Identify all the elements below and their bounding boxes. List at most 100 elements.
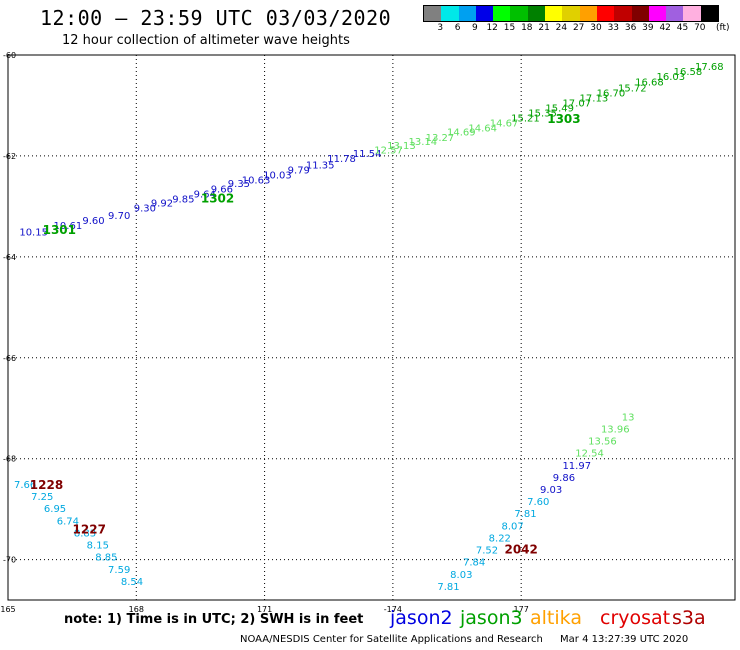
satellite-jason2: jason2 — [390, 607, 453, 629]
legend-swatch — [683, 6, 701, 21]
wave-height-value: 6.74 — [57, 516, 79, 527]
legend-swatch — [475, 6, 494, 21]
wave-height-value: 15.35 — [528, 109, 557, 120]
longitude-label: 165 — [0, 605, 15, 614]
legend-swatch — [614, 6, 632, 21]
wave-height-value: 13 — [622, 412, 635, 423]
wave-height-value: 7.66 — [14, 480, 36, 491]
wave-height-value: 9.92 — [151, 198, 173, 209]
wave-height-value: 16.68 — [635, 77, 664, 88]
legend-unit: (ft) — [716, 23, 730, 33]
pass-time-label: 1302 — [201, 191, 234, 205]
color-scale-labels: 3 6 9 12 15 18 21 24 27 30 33 36 39 42 45 70 — [423, 23, 733, 35]
wave-height-value: 8.85 — [95, 553, 117, 564]
latitude-label: -64 — [3, 253, 16, 262]
wave-height-value: 9.70 — [108, 211, 130, 222]
wave-height-value: 13.13 — [387, 141, 416, 152]
wave-height-value: 17.68 — [695, 62, 724, 73]
wave-height-value: 14.69 — [447, 128, 476, 139]
timestamp: Mar 4 13:27:39 UTC 2020 — [560, 634, 689, 645]
wave-height-value: 7.84 — [463, 558, 485, 569]
legend-label: 9 — [472, 23, 478, 33]
legend-swatch — [579, 6, 597, 21]
wave-height-value: 11.78 — [327, 154, 356, 165]
latitude-label: -62 — [3, 152, 16, 161]
legend-swatch — [527, 6, 546, 21]
pass-time-label: 1303 — [547, 112, 580, 126]
wave-height-value: 10.63 — [242, 176, 271, 187]
wave-height-value: 17.13 — [580, 93, 609, 104]
legend-swatch — [666, 6, 684, 21]
latitude-label: -66 — [3, 354, 16, 363]
legend-label: 18 — [521, 23, 533, 33]
wave-height-value: 17.07 — [562, 98, 591, 109]
legend-swatch — [458, 6, 476, 21]
pass-time-label: 1227 — [73, 522, 106, 536]
legend-label: 21 — [538, 23, 550, 33]
latitude-label: -70 — [3, 556, 16, 565]
wave-height-value: 13.96 — [601, 424, 630, 435]
legend-label: 33 — [607, 23, 620, 33]
legend-label: 30 — [590, 23, 602, 33]
wave-height-value: 15.21 — [511, 114, 540, 125]
wave-height-value: 11.35 — [306, 161, 335, 172]
wave-height-value: 16.70 — [597, 88, 626, 99]
wave-height-value: 9.30 — [134, 203, 156, 214]
wave-height-value: 9.79 — [288, 166, 310, 177]
wave-height-value: 13.14 — [408, 137, 437, 148]
wave-height-value: 9.86 — [553, 473, 575, 484]
wave-height-value: 16.03 — [657, 72, 686, 83]
wave-height-value: 9.35 — [228, 179, 250, 190]
wave-height-value: 8.07 — [501, 521, 523, 532]
wave-height-value: 15.49 — [545, 104, 574, 115]
latitude-label: -60 — [3, 51, 16, 60]
wave-height-value: 11.97 — [562, 461, 591, 472]
legend-swatch — [596, 6, 615, 21]
satellite-s3a: s3a — [672, 607, 706, 629]
legend-label: 24 — [555, 23, 568, 33]
wave-height-value: 13.56 — [588, 437, 617, 448]
wave-height-value: 7.60 — [527, 497, 549, 508]
wave-height-value: 7.59 — [108, 565, 130, 576]
map-frame — [7, 54, 736, 601]
longitude-label: 177 — [514, 605, 529, 614]
satellite-jason3: jason3 — [460, 607, 523, 629]
credit-text: NOAA/NESDIS Center for Satellite Applica… — [240, 634, 543, 645]
wave-height-value: 7.52 — [476, 546, 498, 557]
legend-swatch — [648, 6, 667, 21]
wave-height-value: 8.03 — [450, 570, 472, 581]
legend-label: 27 — [572, 23, 585, 33]
wave-height-value: 7.25 — [31, 492, 53, 503]
wave-height-value: 8.83 — [74, 528, 96, 539]
legend-swatch — [631, 6, 649, 21]
wave-height-value: 13.27 — [426, 133, 455, 144]
color-scale-legend — [423, 5, 720, 22]
wave-height-value: 9.03 — [540, 485, 562, 496]
wave-height-value: 14.64 — [468, 124, 497, 135]
wave-height-value: 7.81 — [437, 582, 459, 593]
legend-label: 12 — [486, 23, 498, 33]
legend-swatch — [441, 6, 459, 21]
page-subtitle: 12 hour collection of altimeter wave hei… — [62, 33, 350, 48]
wave-height-value: 16.58 — [674, 67, 703, 78]
wave-height-value: 14.67 — [490, 119, 519, 130]
wave-height-value: 12.54 — [575, 449, 604, 460]
wave-height-value: 15.72 — [618, 83, 647, 94]
wave-height-value: 6.95 — [44, 504, 66, 515]
wave-height-value: 7.81 — [514, 509, 536, 520]
legend-swatch — [424, 6, 442, 21]
pass-time-label: 2042 — [504, 543, 537, 557]
legend-swatch — [510, 6, 528, 21]
legend-label: 3 — [437, 23, 444, 33]
wave-height-value: 9.60 — [82, 216, 104, 227]
latitude-label: -68 — [3, 455, 16, 464]
wave-height-value: 9.64 — [194, 189, 216, 200]
legend-swatch — [493, 6, 511, 21]
legend-swatch — [562, 6, 580, 21]
legend-swatch — [700, 6, 719, 21]
wave-height-value: 8.15 — [87, 541, 109, 552]
legend-label: 36 — [624, 23, 637, 33]
satellite-altika: altika — [530, 607, 582, 629]
legend-swatch — [545, 6, 563, 21]
